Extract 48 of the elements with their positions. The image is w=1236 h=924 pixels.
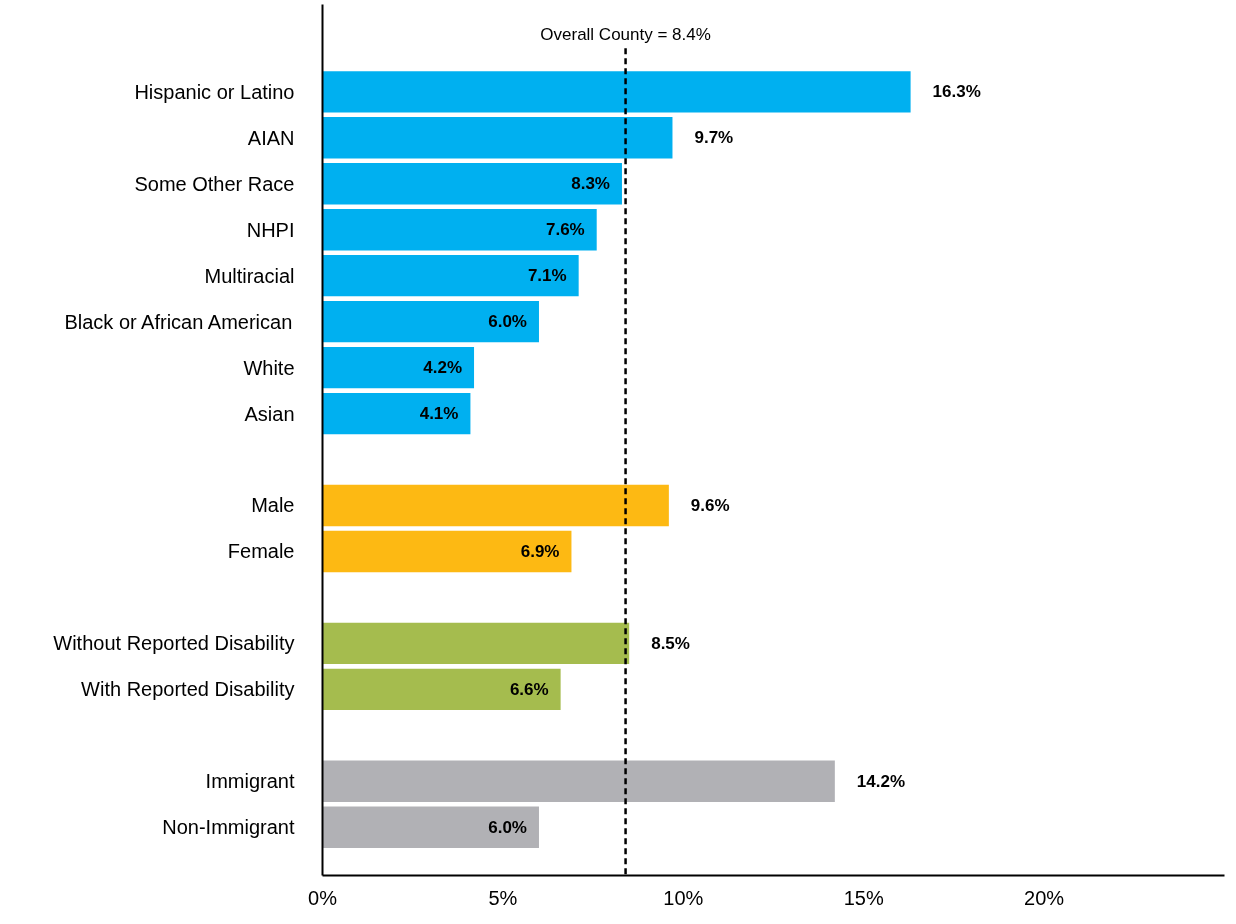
- bar: [322, 668, 561, 711]
- bar: [322, 806, 539, 848]
- data-label: 6.6%: [509, 679, 549, 699]
- data-label: 6.0%: [488, 312, 527, 332]
- y-tick-label: NHPI: [246, 218, 295, 241]
- bar: [322, 346, 475, 389]
- data-label: 4.1%: [419, 404, 459, 424]
- data-label: 4.2%: [423, 358, 463, 378]
- bar: [322, 530, 572, 573]
- data-label: 8.3%: [571, 174, 610, 194]
- bar: [322, 760, 835, 802]
- y-tick-label: Female: [227, 540, 295, 563]
- data-label: 6.0%: [488, 817, 527, 837]
- data-label: 14.2%: [856, 771, 906, 791]
- bar: [322, 392, 471, 435]
- data-label: 7.6%: [545, 220, 585, 240]
- y-tick-label: Some Other Race: [134, 172, 295, 195]
- bar: [322, 163, 622, 205]
- bar: [322, 117, 673, 159]
- y-tick-label: White: [243, 356, 295, 379]
- x-tick-label: 20%: [1024, 886, 1065, 909]
- ref-line-label: Overall County = 8.4%: [540, 24, 711, 44]
- data-label: 16.3%: [932, 82, 981, 102]
- y-tick-label: Immigrant: [205, 770, 295, 793]
- y-tick-label: Male: [251, 494, 295, 517]
- bar: [322, 209, 597, 251]
- y-tick-label: Hispanic or Latino: [134, 80, 295, 103]
- y-tick-label: Non-Immigrant: [162, 816, 295, 839]
- bar: [322, 622, 630, 665]
- y-tick-label: Without Reported Disability: [53, 632, 295, 655]
- bar: [322, 255, 579, 297]
- x-tick-label: 5%: [488, 886, 518, 909]
- y-tick-label: Asian: [244, 402, 295, 425]
- data-label: 8.5%: [651, 633, 690, 653]
- x-tick-label: 15%: [843, 886, 884, 909]
- y-tick-label: With Reported Disability: [81, 678, 295, 701]
- y-tick-label: Black or African American: [64, 310, 293, 333]
- y-tick-label: Multiracial: [204, 264, 295, 287]
- data-label: 7.1%: [527, 266, 567, 286]
- data-label: 9.7%: [694, 128, 734, 148]
- bar: [322, 300, 539, 343]
- x-tick-label: 10%: [663, 886, 704, 909]
- y-tick-label: AIAN: [247, 126, 295, 149]
- bar: [322, 484, 669, 527]
- data-label: 6.9%: [520, 541, 560, 561]
- data-label: 9.6%: [690, 496, 730, 515]
- bar: [322, 71, 911, 113]
- x-tick-label: 0%: [308, 886, 338, 909]
